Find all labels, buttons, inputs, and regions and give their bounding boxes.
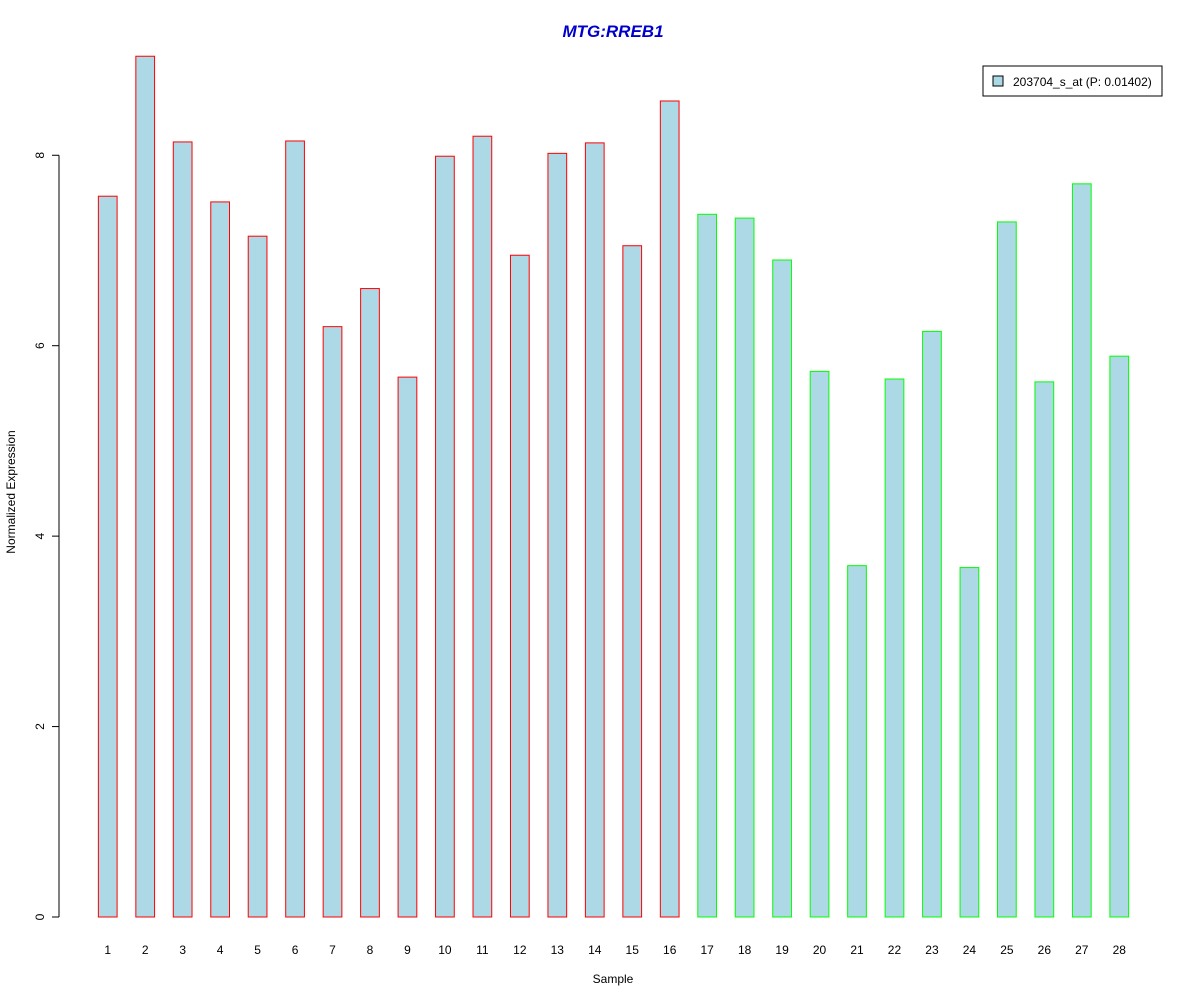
x-tick-label: 10	[438, 943, 452, 957]
x-tick-label: 2	[142, 943, 149, 957]
x-tick-label: 1	[104, 943, 111, 957]
bar-sample-17	[697, 213, 718, 918]
x-tick-label: 16	[663, 943, 677, 957]
x-tick-label: 27	[1075, 943, 1089, 957]
legend-swatch	[992, 75, 1004, 87]
y-axis: 0 2 4 6 8	[33, 152, 60, 920]
bar-sample-20	[809, 370, 830, 918]
x-tick-label: 18	[738, 943, 752, 957]
x-tick-label: 17	[700, 943, 714, 957]
bar-sample-26	[1034, 381, 1055, 918]
bar-sample-2	[135, 55, 156, 918]
x-tick-label: 22	[888, 943, 902, 957]
bar-sample-23	[922, 330, 942, 918]
bar-sample-11	[472, 135, 493, 918]
legend-box	[982, 65, 1163, 97]
bar-sample-18	[734, 217, 755, 918]
y-tick-label: 0	[33, 913, 47, 920]
bar-sample-24	[959, 567, 980, 918]
x-tick-label: 12	[513, 943, 527, 957]
y-tick-label: 4	[33, 532, 47, 539]
x-tick-labels: 1 2 3 4 5 6 7 8 9 10 11 12 13 14 15 16 17 18 19 20 21 22 23 24 2…	[104, 943, 1126, 957]
x-axis-label: Sample	[593, 972, 634, 986]
bar-sample-15	[622, 245, 643, 918]
bar-sample-19	[772, 259, 792, 918]
bar-sample-8	[360, 288, 380, 918]
bar-sample-22	[884, 378, 905, 918]
bar-sample-4	[210, 201, 230, 918]
x-tick-label: 15	[626, 943, 640, 957]
legend: 203704_s_at (P: 0.01402)	[982, 65, 1163, 97]
legend-entry-label: 203704_s_at (P: 0.01402)	[1013, 75, 1152, 89]
bars	[97, 55, 1130, 918]
x-tick-label: 21	[850, 943, 864, 957]
bar-sample-27	[1071, 183, 1092, 918]
bar-sample-12	[509, 254, 530, 918]
x-tick-label: 5	[254, 943, 261, 957]
bar-sample-9	[397, 376, 418, 918]
bar-sample-1	[97, 195, 118, 918]
x-tick-label: 19	[775, 943, 789, 957]
x-tick-label: 7	[329, 943, 336, 957]
x-tick-label: 8	[367, 943, 374, 957]
y-tick-label: 8	[33, 152, 47, 159]
x-tick-label: 6	[292, 943, 299, 957]
x-tick-label: 23	[925, 943, 939, 957]
x-tick-label: 9	[404, 943, 411, 957]
x-tick-label: 20	[813, 943, 827, 957]
bar-sample-10	[435, 155, 455, 918]
bar-sample-6	[285, 140, 305, 918]
bar-sample-7	[322, 326, 343, 918]
x-tick-label: 4	[217, 943, 224, 957]
y-axis-label: Normalized Expression	[4, 430, 18, 553]
bar-sample-25	[997, 221, 1017, 918]
x-tick-label: 13	[551, 943, 565, 957]
bar-sample-13	[547, 152, 568, 918]
x-tick-label: 28	[1113, 943, 1127, 957]
bar-sample-3	[172, 141, 193, 918]
bar-sample-5	[247, 235, 268, 918]
bar-sample-28	[1109, 355, 1130, 918]
chart-title: MTG:RREB1	[562, 22, 663, 41]
bar-sample-21	[847, 565, 867, 918]
bar-sample-14	[584, 142, 605, 918]
x-tick-label: 26	[1038, 943, 1052, 957]
x-tick-label: 14	[588, 943, 602, 957]
bar-sample-16	[659, 100, 680, 918]
x-tick-label: 24	[963, 943, 977, 957]
y-tick-label: 2	[33, 723, 47, 730]
y-tick-label: 6	[33, 342, 47, 349]
x-tick-label: 11	[476, 943, 489, 957]
x-tick-label: 3	[179, 943, 186, 957]
x-tick-label: 25	[1000, 943, 1014, 957]
